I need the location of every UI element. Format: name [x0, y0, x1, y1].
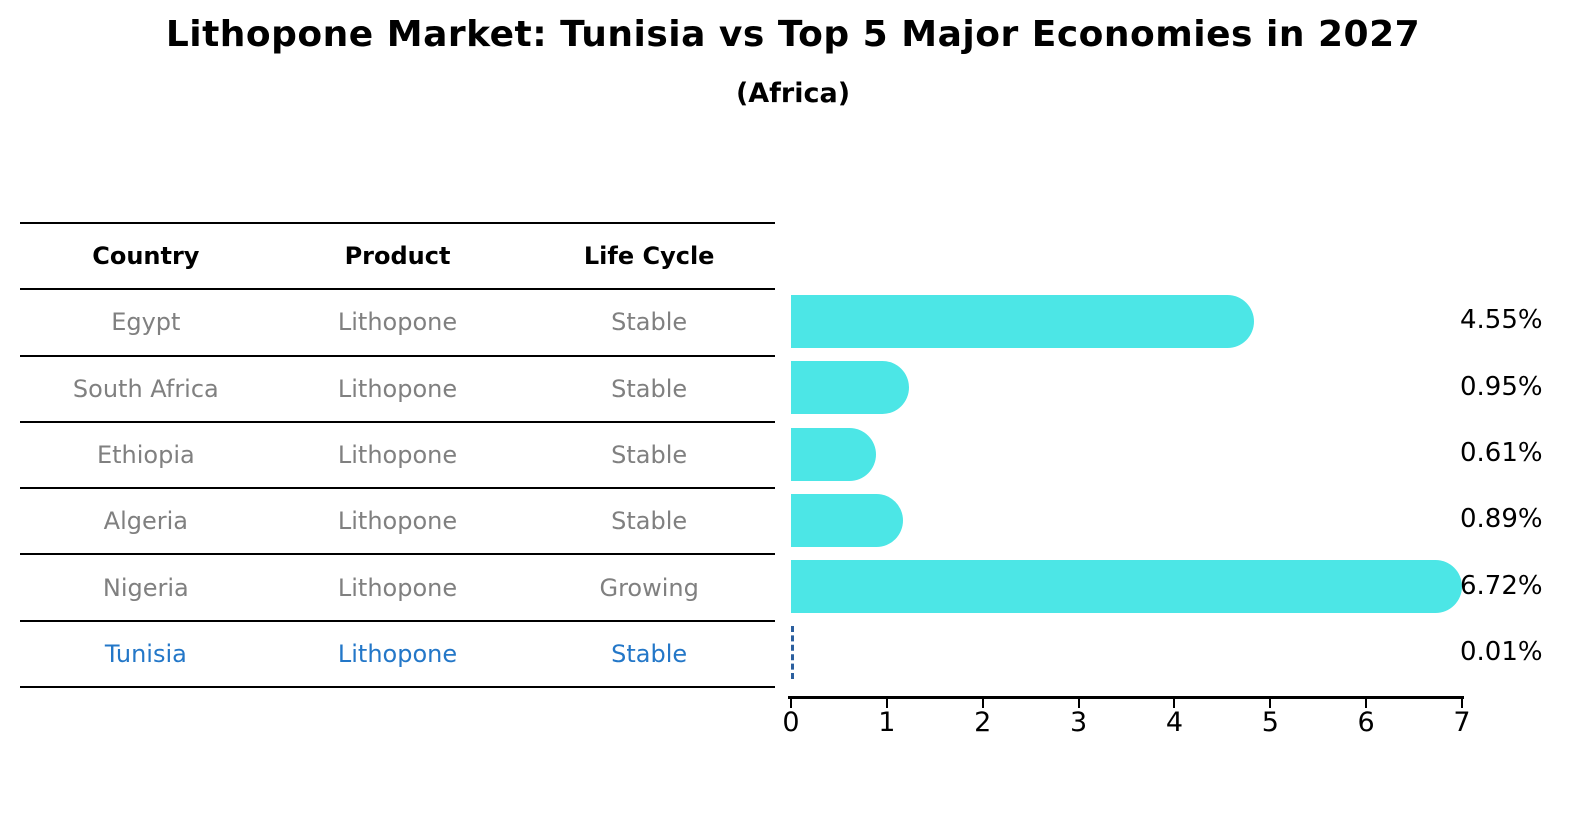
- bar-algeria: [791, 493, 903, 547]
- table-row-egypt: Egypt Lithopone Stable: [20, 290, 775, 357]
- table-cell-life-cycle: Stable: [611, 441, 688, 470]
- table-cell-product: Lithopone: [337, 639, 458, 668]
- table-header-cell: Life Cycle: [583, 242, 715, 271]
- bar-tunisia-dashed: [790, 626, 794, 680]
- comparison-table: Country Product Life Cycle Egypt Lithopone St…: [20, 222, 775, 689]
- bar-value-label: 0.01%: [1460, 636, 1543, 667]
- x-tick-label: 5: [1261, 707, 1279, 738]
- table-cell-country: Nigeria: [102, 573, 189, 602]
- bar-value-label: 6.72%: [1460, 570, 1543, 601]
- table-cell-product: Lithopone: [337, 308, 458, 337]
- table-cell-life-cycle: Stable: [611, 507, 688, 536]
- table-cell-product: Lithopone: [337, 441, 458, 470]
- table-cell-product: Lithopone: [337, 507, 458, 536]
- table-row-nigeria: Nigeria Lithopone Growing: [20, 555, 775, 622]
- x-tick: [790, 698, 792, 708]
- table-cell-life-cycle: Stable: [611, 639, 688, 668]
- x-tick-label: 3: [1069, 707, 1088, 738]
- x-tick-label: 4: [1165, 707, 1184, 738]
- table-row-ethiopia: Ethiopia Lithopone Stable: [20, 423, 775, 490]
- x-tick-label: 2: [974, 707, 992, 738]
- table-cell-life-cycle: Stable: [611, 374, 688, 403]
- bar-value-label: 0.95%: [1460, 371, 1543, 402]
- bar-south-africa: [791, 361, 909, 415]
- table-header-cell: Product: [344, 242, 451, 271]
- x-tick-label: 1: [878, 707, 896, 738]
- bar-egypt: [791, 294, 1254, 348]
- x-tick: [981, 698, 984, 708]
- table-header-cell: Country: [92, 242, 200, 271]
- table-row-south-africa: South Africa Lithopone Stable: [20, 357, 775, 423]
- table-cell-product: Lithopone: [337, 573, 458, 602]
- x-tick: [1365, 698, 1368, 708]
- chart-subtitle: (Africa): [735, 78, 851, 109]
- bar-ethiopia: [791, 427, 876, 481]
- x-tick-label: 6: [1357, 707, 1375, 738]
- table-cell-life-cycle: Growing: [599, 573, 699, 602]
- chart-title: Lithopone Market: Tunisia vs Top 5 Major…: [165, 14, 1421, 55]
- table-row-tunisia: Tunisia Lithopone Stable: [20, 622, 775, 689]
- bar-value-label: 4.55%: [1460, 305, 1543, 336]
- bar-nigeria: [791, 560, 1462, 614]
- table-cell-life-cycle: Stable: [611, 308, 688, 337]
- bar-value-label: 0.61%: [1460, 438, 1543, 469]
- x-tick: [1173, 698, 1176, 708]
- x-tick: [885, 698, 888, 708]
- table-cell-country: Egypt: [111, 308, 181, 337]
- x-tick-label: 7: [1453, 707, 1471, 738]
- x-tick: [1461, 698, 1463, 708]
- x-tick: [1269, 698, 1272, 708]
- table-cell-product: Lithopone: [337, 374, 458, 403]
- x-tick-label: 0: [782, 707, 800, 738]
- table-cell-country: Algeria: [103, 507, 188, 536]
- table-header-row: Country Product Life Cycle: [20, 224, 775, 291]
- bar-value-label: 0.89%: [1460, 504, 1543, 535]
- x-tick: [1077, 698, 1080, 708]
- x-axis-line: [788, 696, 1464, 699]
- table-row-algeria: Algeria Lithopone Stable: [20, 489, 775, 556]
- table-cell-country: Ethiopia: [96, 441, 195, 470]
- table-cell-country: Tunisia: [104, 639, 187, 668]
- table-cell-country: South Africa: [72, 374, 219, 403]
